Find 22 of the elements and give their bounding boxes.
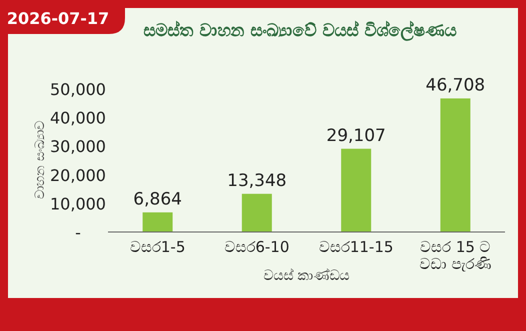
- data-label: 13,348: [227, 170, 287, 191]
- bar: [142, 212, 173, 232]
- x-axis-title: වයස් කාණ්ඩය: [263, 268, 350, 284]
- data-label: 29,107: [326, 126, 386, 146]
- bar: [242, 194, 272, 232]
- x-tick-label: වසර 15 ට වඩා පැරණි: [419, 238, 492, 273]
- x-tick-label: වසර6-10: [224, 238, 290, 256]
- x-tick-label: වසර11-15: [318, 238, 394, 256]
- y-tick-label: 10,000: [50, 194, 106, 214]
- text: 2026-07-17: [6, 9, 110, 28]
- chart-title: සමස්ත වාහන සංඛ්‍යාවේ වයස් විශ්ලේෂණය: [144, 20, 456, 42]
- bar: [440, 98, 470, 232]
- x-tick-label: වසර1-5: [130, 238, 186, 256]
- y-tick-label: -: [75, 223, 81, 242]
- bar: [341, 148, 372, 232]
- y-tick-label: 20,000: [50, 166, 106, 185]
- data-label: 46,708: [426, 75, 486, 96]
- data-label: 6,864: [133, 189, 182, 210]
- y-tick-label: 50,000: [50, 80, 106, 99]
- y-tick-label: 40,000: [50, 108, 106, 128]
- y-tick-label: 30,000: [50, 137, 106, 156]
- y-axis-title: වාහන සංඛ්‍යාව: [33, 120, 48, 200]
